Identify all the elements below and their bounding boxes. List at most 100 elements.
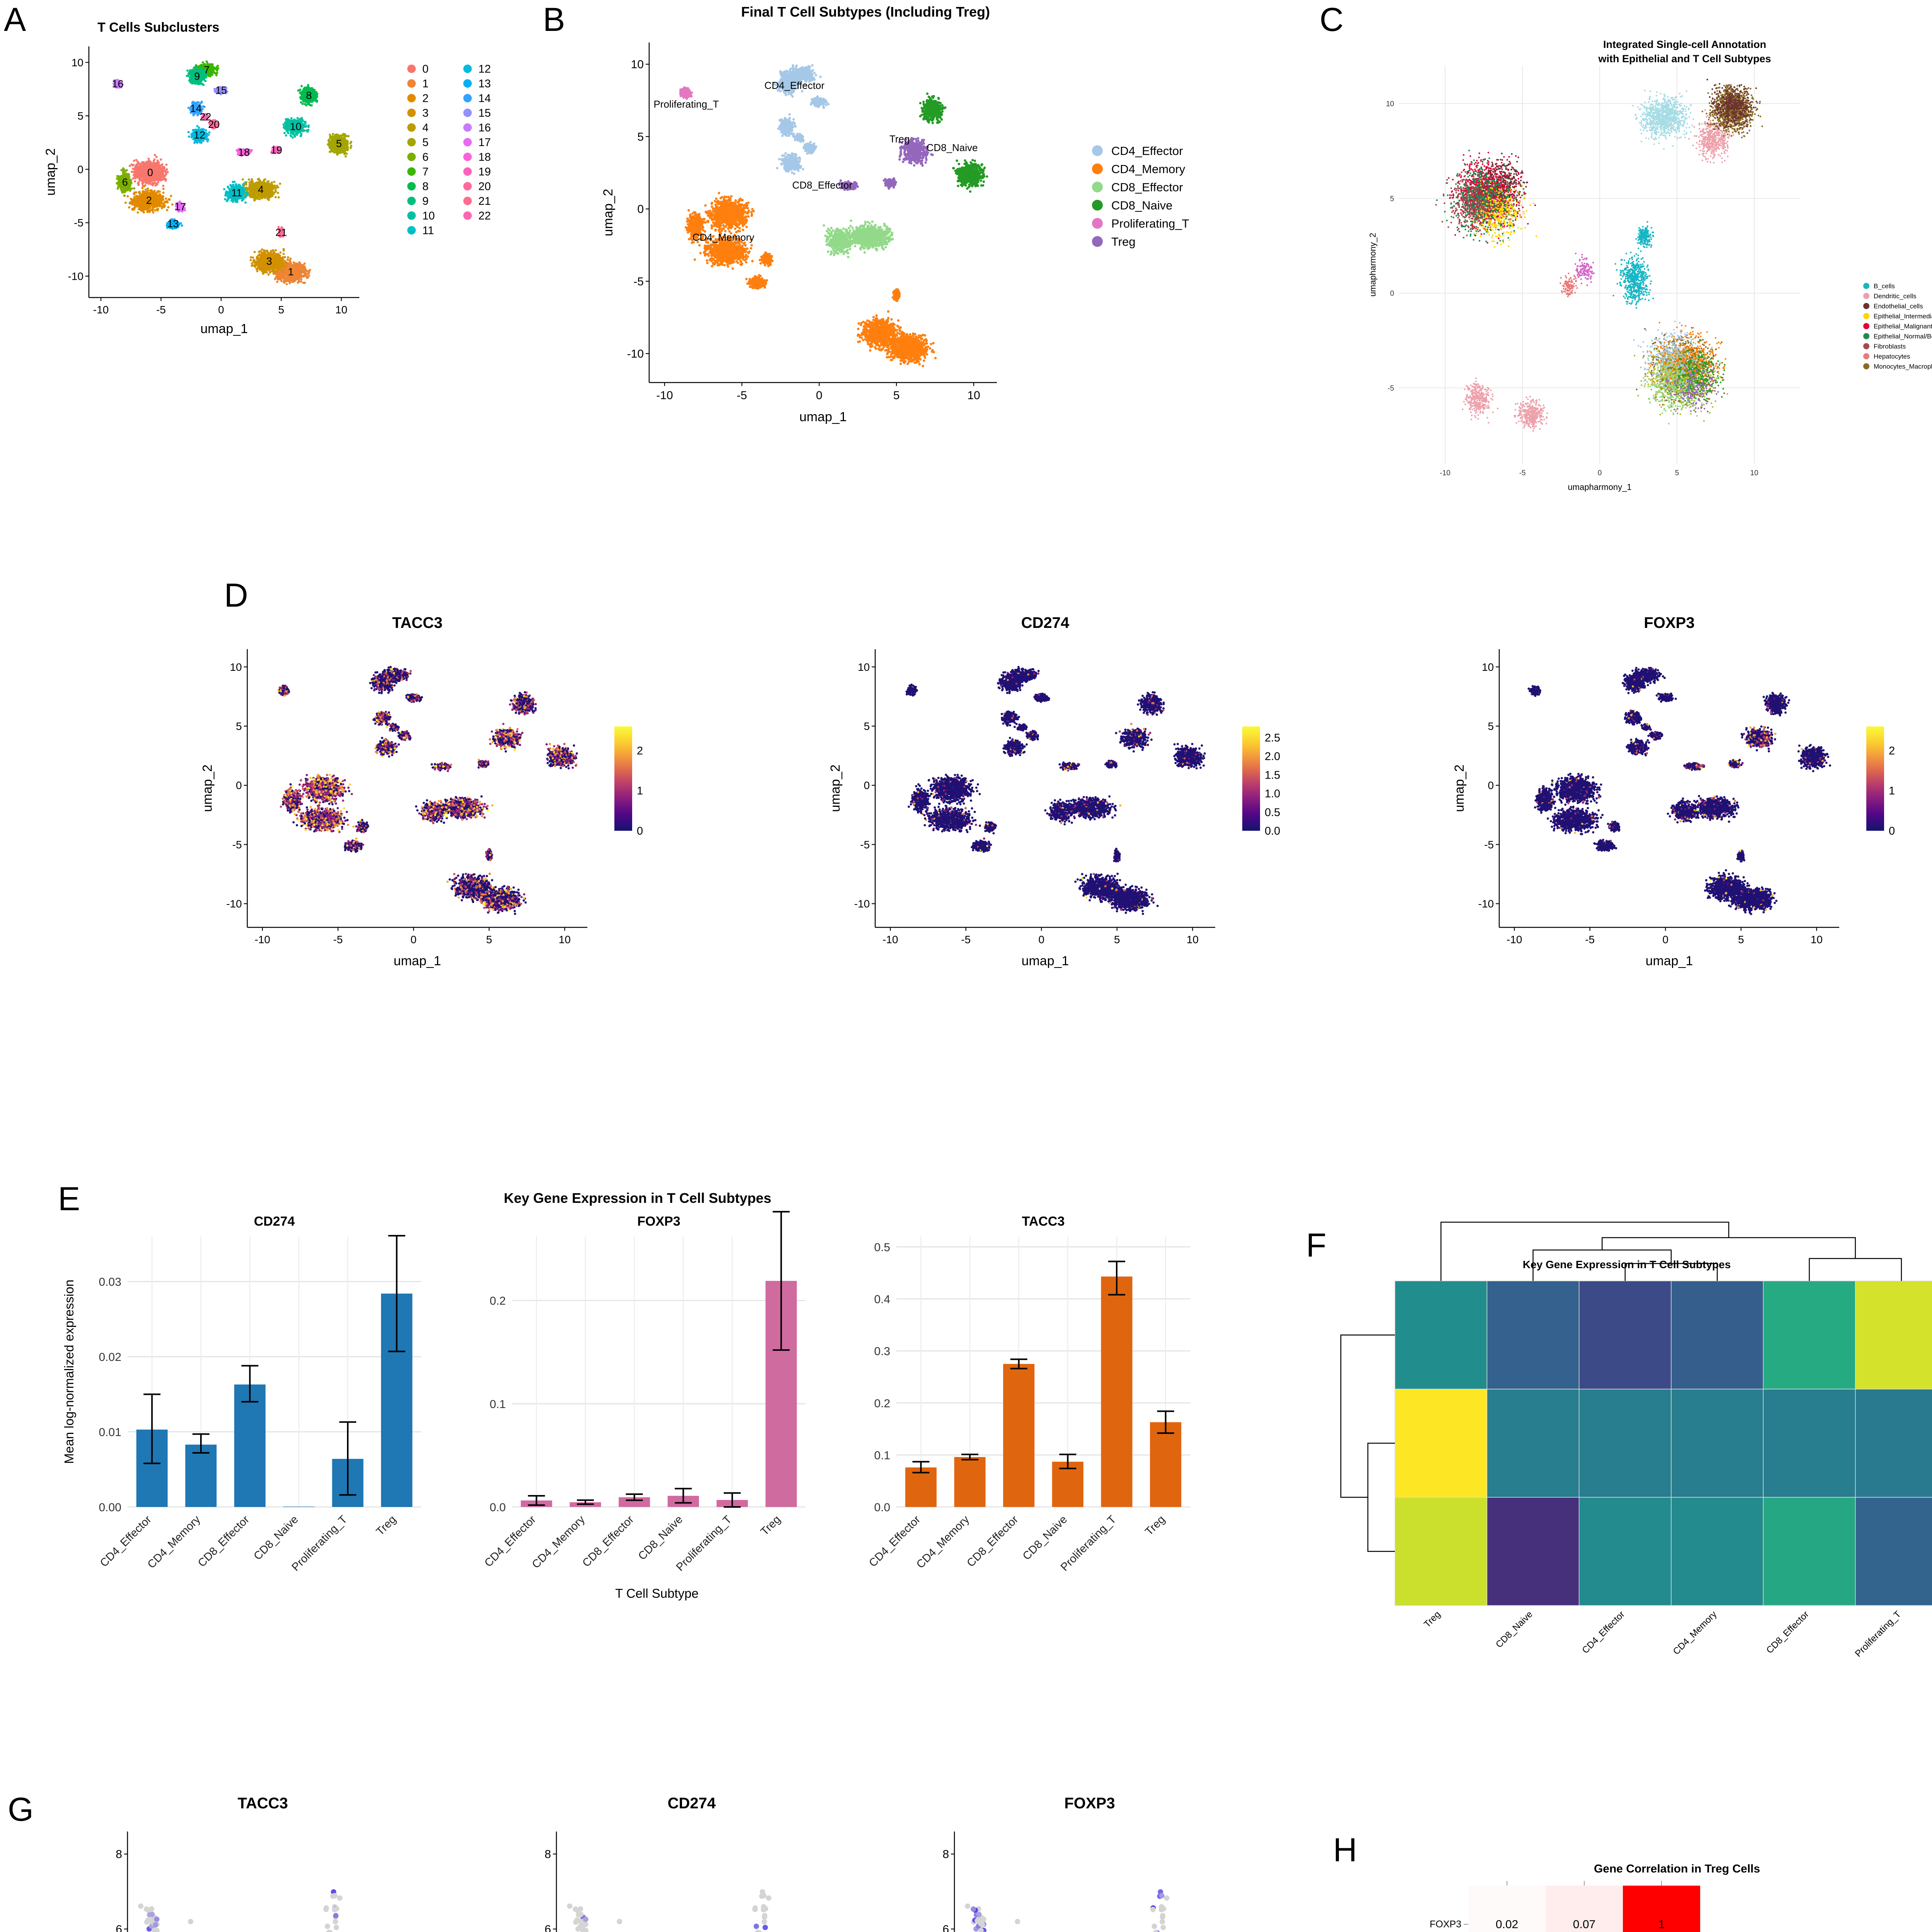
- bar: [1101, 1277, 1132, 1507]
- scatter-point: [582, 1922, 587, 1928]
- panel-d-ylabel-text: umap_2: [828, 765, 843, 812]
- scatter-point: [333, 1925, 339, 1930]
- legend-label: 17: [478, 136, 491, 149]
- scatter-point: [617, 1919, 622, 1924]
- heatmap-cell: [1579, 1281, 1671, 1389]
- heatmap-col-label: Proliferating_T: [1853, 1609, 1903, 1659]
- legend-swatch: [463, 94, 472, 102]
- legend-swatch: [463, 182, 472, 190]
- axis-tick: 0: [1390, 290, 1394, 298]
- scatter-point: [980, 1922, 985, 1928]
- cluster-label: 18: [238, 146, 250, 158]
- scatter-point: [753, 1923, 759, 1929]
- legend-swatch: [407, 211, 416, 220]
- axis-tick: 0: [1598, 469, 1602, 477]
- row-dendrogram: [1341, 1335, 1395, 1551]
- legend-swatch: [463, 167, 472, 176]
- legend-swatch: [463, 109, 472, 117]
- scatter-point: [333, 1913, 338, 1918]
- axis-tick: 0.01: [99, 1426, 121, 1439]
- subtype-annotation: Proliferating_T: [653, 99, 719, 110]
- colorbar-tick: 1: [637, 785, 643, 797]
- scatter-point: [761, 1893, 767, 1898]
- colorbar-tick: 2: [1889, 745, 1895, 757]
- scatter-point: [577, 1918, 582, 1923]
- legend-swatch: [407, 197, 416, 205]
- scatter-point: [1164, 1895, 1169, 1901]
- panel-e-subplot-title: CD274: [254, 1214, 295, 1229]
- panel-d-ylabel-text: umap_2: [200, 765, 215, 812]
- legend-label: 3: [422, 107, 429, 119]
- panel-b-ylabel-text: umap_2: [601, 189, 616, 236]
- cluster-label: 5: [336, 138, 342, 150]
- panel-d-subplot-title: CD274: [1021, 614, 1070, 631]
- panel-b: B Final T Cell Subtypes (Including Treg)…: [533, 0, 1298, 541]
- category-label: CD8_Effector: [964, 1513, 1021, 1570]
- legend-label: Epithelial_Intermediate: [1874, 313, 1932, 320]
- heatmap-cell: [1763, 1389, 1855, 1497]
- scatter-point: [326, 1930, 332, 1932]
- legend-label: Proliferating_T: [1111, 217, 1189, 230]
- category-label: CD8_Naive: [252, 1513, 301, 1562]
- heatmap-col-label: Treg: [1422, 1609, 1442, 1629]
- legend-label: 5: [422, 136, 429, 149]
- scatter-point: [573, 1906, 578, 1912]
- legend-swatch: [1863, 333, 1869, 339]
- category-label: Treg: [374, 1513, 399, 1538]
- cluster-label: 13: [167, 218, 179, 230]
- panel-d-xlabel-text: umap_1: [1022, 954, 1069, 968]
- scatter-point: [148, 1918, 153, 1923]
- legend-label: CD4_Effector: [1111, 144, 1183, 158]
- heatmap-row-label: FOXP3: [1430, 1919, 1461, 1930]
- heatmap-cell: [1855, 1281, 1932, 1389]
- heatmap-cell: [1763, 1497, 1855, 1605]
- legend-swatch: [463, 138, 472, 146]
- heatmap-cell: [1579, 1389, 1671, 1497]
- panel-g-subplot-title: TACC3: [238, 1795, 288, 1812]
- scatter-point: [761, 1907, 766, 1912]
- axis-tick: 0.5: [874, 1241, 890, 1254]
- heatmap-col-label: CD4_Memory: [1671, 1609, 1719, 1657]
- colorbar-tick: 1.0: [1265, 788, 1280, 800]
- legend-swatch: [407, 182, 416, 190]
- legend-label: CD4_Memory: [1111, 162, 1185, 176]
- heatmap-col-label: CD8_Effector: [1764, 1609, 1811, 1656]
- heatmap-cell-value: 0.07: [1573, 1918, 1595, 1931]
- axis-tick: 0.2: [490, 1295, 506, 1308]
- legend-swatch: [1092, 182, 1103, 192]
- axis-tick: 10: [1750, 469, 1758, 477]
- cluster-label: 6: [122, 176, 128, 188]
- panel-d-subplot-title: TACC3: [392, 614, 442, 631]
- legend-swatch: [1092, 145, 1103, 156]
- scatter-point: [1150, 1907, 1156, 1912]
- cluster-label: 21: [276, 226, 287, 238]
- legend-swatch: [1863, 323, 1869, 329]
- axis-tick: 0.4: [874, 1293, 890, 1306]
- subtype-annotation: CD8_Effector: [792, 179, 852, 191]
- axis-tick: 0.3: [874, 1345, 890, 1358]
- panel-d: D -10 -5 0 5 10 -10 -5 0 5 10 TACC3 umap_1 umap_2 0 1 2…: [0, 576, 1932, 1124]
- cluster-label: 7: [204, 64, 209, 76]
- legend-label: Fibroblasts: [1874, 343, 1906, 350]
- panel-g-subplot-title: FOXP3: [1064, 1795, 1115, 1812]
- panel-d-xlabel-text: umap_1: [394, 954, 441, 968]
- scatter-point: [975, 1918, 980, 1923]
- cluster-label: 22: [200, 111, 211, 123]
- legend-swatch: [463, 79, 472, 88]
- colorbar: [614, 726, 632, 831]
- legend-label: 4: [422, 122, 429, 134]
- panel-g-subplot-title: CD274: [668, 1795, 716, 1812]
- category-label: Treg: [1143, 1513, 1168, 1538]
- axis-tick: 0.1: [490, 1398, 506, 1411]
- panel-g: G 0.02.55.07.510.002468TACC3umap_1umap_2…: [0, 1735, 1298, 1932]
- category-label: CD4_Memory: [530, 1513, 587, 1571]
- panel-a-xlabel-text: umap_1: [201, 321, 248, 336]
- legend-label: 10: [422, 210, 435, 222]
- category-label: CD4_Effector: [482, 1513, 539, 1570]
- panel-e-subplot-title: TACC3: [1022, 1214, 1065, 1229]
- panel-a: A T Cells Subclusters -10 -5 0 5 10 -10 -5 0 5 10…: [0, 0, 533, 541]
- legend-label: 2: [422, 92, 429, 105]
- legend-swatch: [407, 109, 416, 117]
- heatmap-cell: [1671, 1389, 1763, 1497]
- panel-c-xlabel-text: umapharmony_1: [1568, 482, 1631, 492]
